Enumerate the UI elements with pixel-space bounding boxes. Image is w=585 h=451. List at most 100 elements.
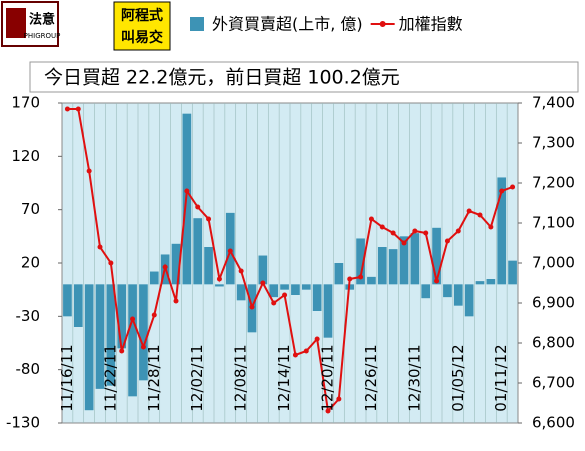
index-point [75, 106, 81, 112]
index-point [455, 228, 461, 234]
index-point [151, 312, 157, 318]
legend-swatch [379, 21, 386, 27]
bar [149, 271, 159, 285]
index-point [347, 276, 353, 282]
y-tick-label: -130 [6, 414, 40, 432]
y2-tick-label: 7,400 [532, 94, 575, 112]
index-point [423, 230, 429, 236]
index-point [401, 240, 407, 246]
logo-left-text: 法意 [29, 12, 55, 28]
bar [475, 281, 485, 285]
index-point [499, 188, 505, 194]
logo-right [113, 1, 171, 51]
x-tick-label: 11/22/11 [101, 344, 119, 411]
bar [204, 247, 213, 285]
bar [334, 263, 344, 285]
x-tick-label: 12/20/11 [319, 344, 337, 411]
bar [236, 284, 246, 301]
bar [269, 284, 279, 298]
x-tick-label: 12/30/11 [405, 344, 423, 411]
index-point [282, 292, 288, 298]
y2-tick-label: 7,200 [532, 174, 575, 192]
bar [128, 284, 137, 397]
bar [291, 284, 300, 295]
index-point [97, 244, 103, 250]
index-point [238, 268, 244, 274]
bar [486, 279, 496, 285]
x-tick-label: 12/02/11 [188, 344, 206, 411]
index-point [195, 204, 201, 210]
y-tick-label: 70 [21, 200, 40, 218]
index-point [64, 106, 70, 112]
y-tick-label: -80 [16, 360, 41, 378]
bar [377, 247, 387, 285]
index-point [510, 184, 516, 190]
x-tick-label: 12/26/11 [362, 344, 380, 411]
index-point [412, 228, 418, 234]
bar [171, 243, 181, 285]
bar [388, 249, 398, 285]
index-line [67, 108, 513, 414]
legend-swatch [190, 17, 204, 31]
bar [117, 284, 127, 349]
index-point [130, 316, 136, 322]
bar [464, 284, 474, 317]
bar [312, 284, 322, 311]
y2-tick-label: 6,800 [532, 334, 575, 352]
index-point [488, 224, 494, 230]
bar [73, 284, 83, 327]
index-point [466, 208, 472, 214]
y2-tick-label: 6,700 [532, 374, 575, 392]
logo-left-sub: PHIGROUP [24, 32, 61, 40]
index-point [173, 298, 179, 304]
index-point [379, 224, 385, 230]
legend: 外資買賣超(上市, 億) 加權指數 [190, 15, 463, 34]
y-tick-label: 170 [11, 94, 40, 112]
y2-tick-label: 6,900 [532, 294, 575, 312]
legend-label: 外資買賣超(上市, 億) [212, 15, 363, 34]
index-point [162, 264, 168, 270]
bar [432, 227, 441, 285]
index-point [358, 274, 364, 280]
bar [215, 284, 224, 287]
index-point [216, 276, 222, 282]
bar [280, 284, 289, 290]
x-tick-label: 01/11/12 [492, 344, 510, 411]
y2-tick-label: 6,600 [532, 414, 575, 432]
index-point [303, 348, 309, 354]
y-tick-label: 120 [11, 147, 40, 165]
bar [258, 255, 268, 285]
index-point [206, 216, 212, 222]
bar [443, 284, 452, 298]
index-point [86, 168, 92, 174]
bar [508, 260, 517, 285]
logo-right-line1: 阿程式 [121, 7, 163, 24]
y2-tick-label: 7,300 [532, 134, 575, 152]
bar [95, 284, 105, 389]
index-point [444, 238, 450, 244]
index-point [325, 408, 331, 414]
index-point [184, 188, 190, 194]
index-point [119, 348, 125, 354]
bar [193, 218, 203, 285]
index-point [390, 230, 396, 236]
index-point [249, 304, 255, 310]
logo-right-line2: 叫易交 [121, 29, 163, 46]
index-point [434, 278, 440, 284]
index-point [314, 336, 320, 342]
index-point [368, 216, 374, 222]
bar [410, 233, 420, 285]
bar [421, 284, 431, 299]
bar [399, 236, 409, 285]
bar [497, 177, 507, 285]
x-tick-label: 12/14/11 [275, 344, 293, 411]
index-point [271, 300, 277, 306]
index-point [336, 396, 342, 402]
bar [84, 284, 94, 411]
bar [453, 284, 463, 306]
bar [139, 284, 148, 381]
index-point [292, 352, 298, 358]
index-point [477, 212, 483, 218]
logo-left-icon [6, 8, 26, 38]
title-box [29, 61, 579, 93]
